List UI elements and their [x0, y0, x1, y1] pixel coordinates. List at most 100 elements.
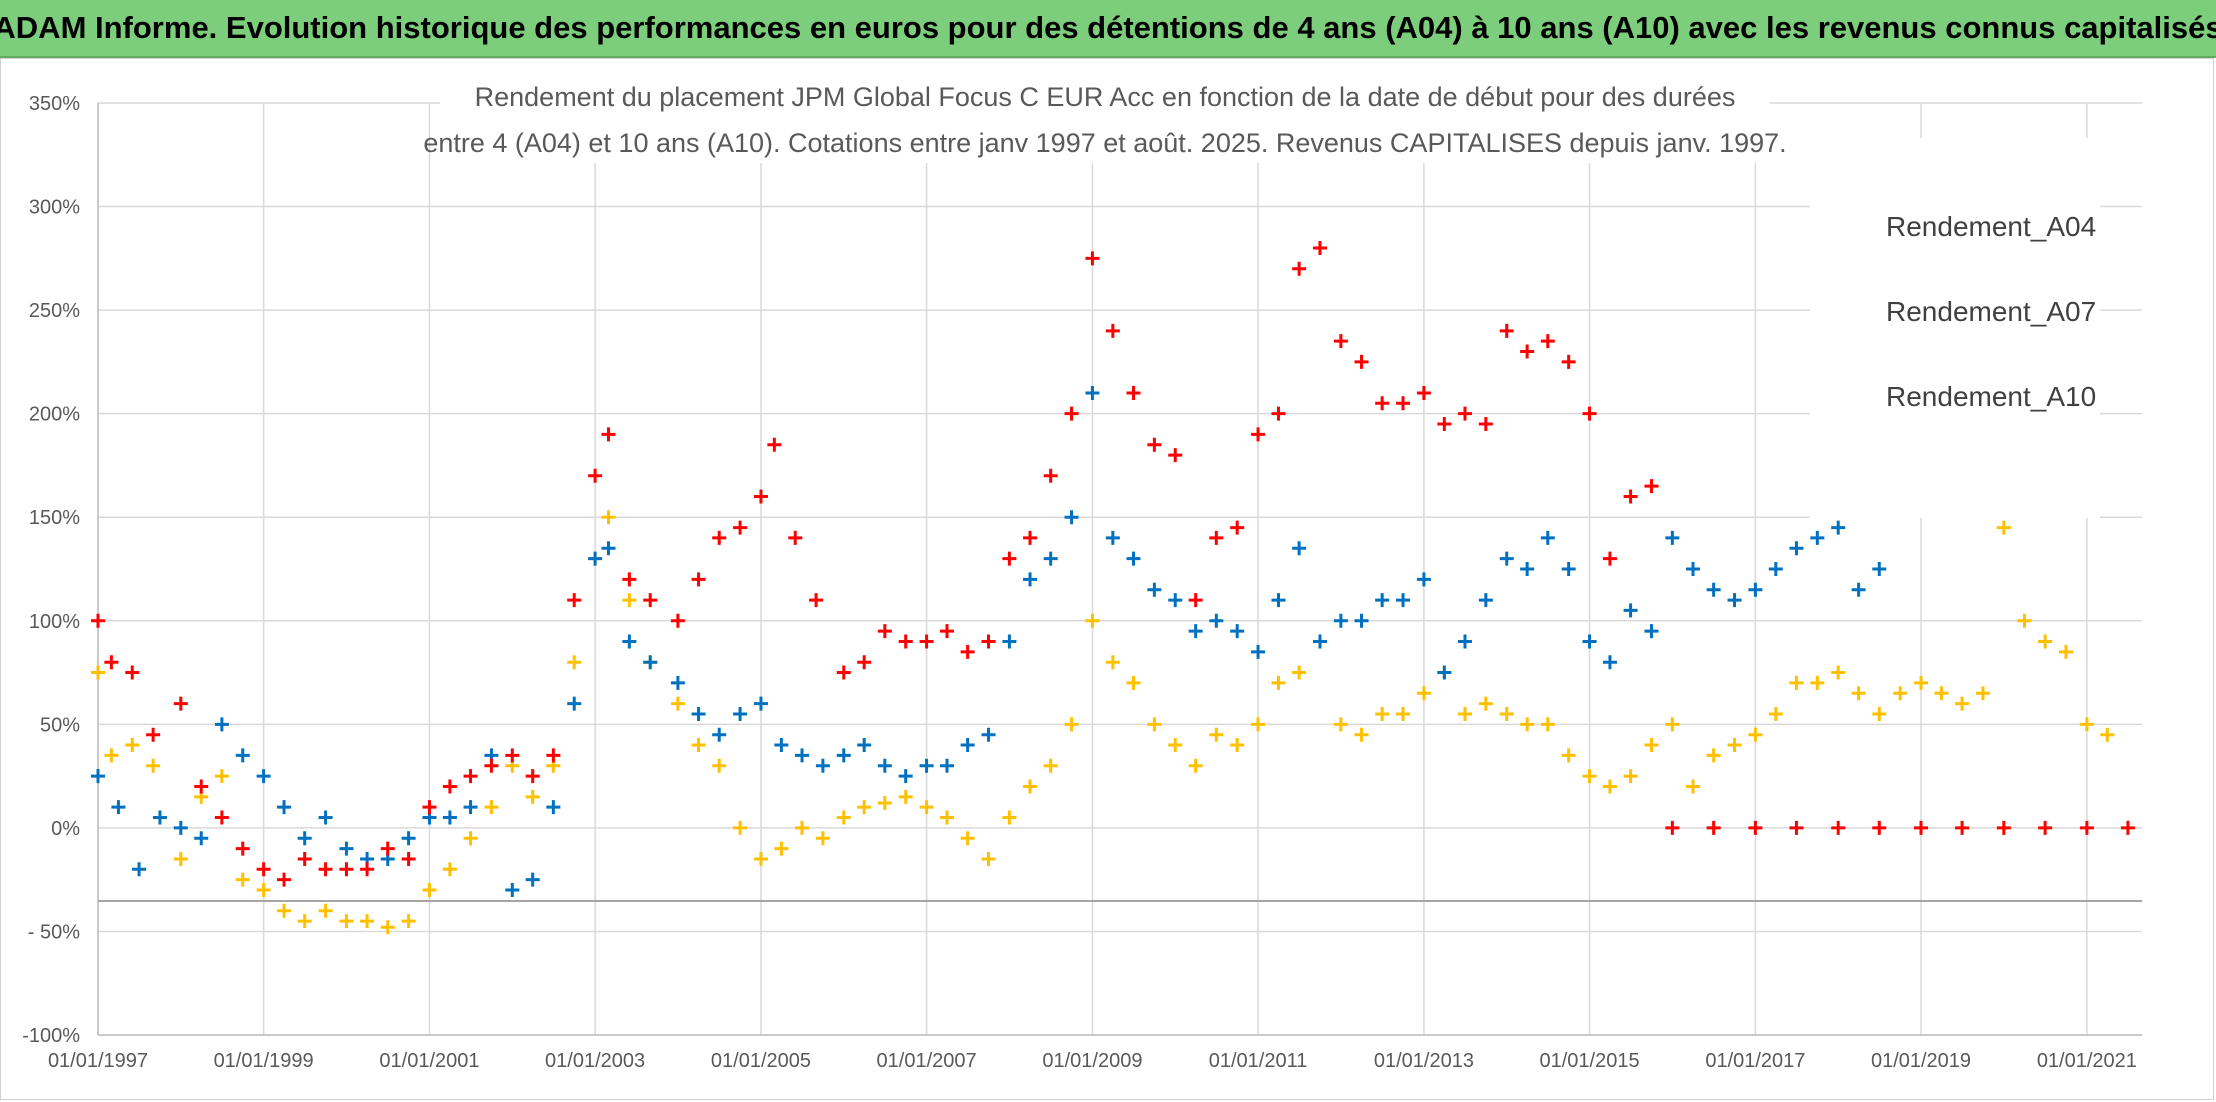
data-point-rendement-a04: [622, 593, 637, 608]
data-point-rendement-a10: [318, 862, 333, 877]
data-point-rendement-a07: [91, 769, 105, 784]
data-point-rendement-a10: [1333, 334, 1348, 349]
data-point-rendement-a07: [1810, 530, 1825, 545]
x-tick-label: 01/01/2005: [711, 1050, 811, 1072]
data-point-rendement-a07: [173, 820, 188, 835]
data-point-rendement-a07: [733, 706, 748, 721]
y-tick-label: 250%: [29, 300, 80, 322]
data-point-rendement-a10: [173, 696, 188, 711]
data-point-rendement-a04: [1085, 613, 1100, 628]
data-point-rendement-a10: [422, 800, 437, 815]
data-point-rendement-a04: [422, 883, 437, 898]
data-point-rendement-a07: [1126, 551, 1141, 566]
data-point-rendement-a07: [1396, 593, 1411, 608]
data-point-rendement-a04: [380, 920, 395, 935]
data-point-rendement-a07: [601, 541, 616, 556]
data-point-rendement-a10: [1955, 820, 1970, 835]
data-point-rendement-a10: [1251, 427, 1266, 442]
x-tick-label: 01/01/2019: [1871, 1050, 1971, 1072]
data-point-rendement-a07: [256, 769, 271, 784]
data-point-rendement-a10: [1540, 334, 1555, 349]
data-point-rendement-a04: [1375, 706, 1390, 721]
y-tick-label: 50%: [40, 714, 80, 736]
data-point-rendement-a04: [1126, 675, 1141, 690]
y-tick-label: 0%: [51, 818, 80, 840]
data-point-rendement-a10: [104, 655, 119, 670]
data-point-rendement-a04: [1623, 769, 1638, 784]
data-point-rendement-a04: [1354, 727, 1369, 742]
data-point-rendement-a07: [1333, 613, 1348, 628]
data-point-rendement-a10: [809, 593, 824, 608]
data-point-rendement-a07: [1271, 593, 1286, 608]
data-point-rendement-a07: [1872, 562, 1887, 576]
data-point-rendement-a07: [152, 810, 167, 825]
data-point-rendement-a10: [194, 779, 209, 794]
data-point-rendement-a10: [1292, 261, 1307, 276]
x-tick-label: 01/01/2015: [1539, 1050, 1639, 1072]
data-point-rendement-a04: [339, 914, 354, 929]
data-point-rendement-a07: [1789, 541, 1804, 556]
data-point-rendement-a10: [898, 634, 913, 649]
data-point-rendement-a10: [1665, 820, 1680, 835]
data-point-rendement-a04: [1914, 675, 1929, 690]
data-point-rendement-a04: [146, 758, 161, 773]
data-point-rendement-a07: [463, 800, 478, 815]
data-point-rendement-a07: [836, 748, 851, 763]
data-point-rendement-a07: [1023, 572, 1038, 587]
data-point-rendement-a04: [277, 903, 292, 918]
legend: Rendement_A04 Rendement_A07 Rendement_A10: [1810, 138, 2100, 518]
legend-label-rendement-a10: Rendement_A10: [1886, 381, 2096, 412]
data-point-rendement-a07: [1748, 582, 1763, 597]
data-point-rendement-a07: [622, 634, 637, 649]
data-point-rendement-a10: [1706, 820, 1721, 835]
y-tick-label: 350%: [29, 93, 80, 115]
data-point-rendement-a10: [919, 634, 934, 649]
data-point-rendement-a04: [1644, 738, 1659, 753]
data-point-rendement-a04: [235, 872, 250, 887]
data-point-rendement-a07: [214, 717, 229, 732]
data-point-rendement-a04: [940, 810, 955, 825]
data-point-rendement-a10: [836, 665, 851, 680]
data-point-rendement-a04: [1893, 686, 1908, 701]
data-point-rendement-a04: [795, 820, 810, 835]
data-point-rendement-a10: [1354, 354, 1369, 369]
data-point-rendement-a04: [1727, 738, 1742, 753]
data-point-rendement-a07: [1188, 624, 1203, 639]
data-point-rendement-a07: [235, 748, 250, 763]
data-point-rendement-a04: [1768, 706, 1783, 721]
data-point-rendement-a10: [214, 810, 229, 825]
data-point-rendement-a10: [463, 769, 478, 784]
data-point-rendement-a07: [960, 738, 975, 753]
chart-banner-title: ADAM Informe. Evolution historique des p…: [0, 0, 2216, 58]
data-point-rendement-a10: [691, 572, 706, 587]
data-point-rendement-a10: [1105, 323, 1120, 338]
y-tick-label: -100%: [22, 1025, 80, 1047]
data-point-rendement-a04: [1582, 769, 1597, 784]
data-point-rendement-a04: [712, 758, 727, 773]
data-point-rendement-a10: [1085, 251, 1100, 266]
data-point-rendement-a04: [960, 831, 975, 846]
data-point-rendement-a04: [2058, 644, 2073, 659]
data-point-rendement-a07: [815, 758, 830, 773]
x-tick-label: 01/01/2013: [1374, 1050, 1474, 1072]
data-point-rendement-a07: [898, 769, 913, 784]
data-point-rendement-a07: [339, 841, 354, 856]
data-point-rendement-a07: [1478, 593, 1493, 608]
data-point-rendement-a10: [1748, 820, 1763, 835]
data-point-rendement-a07: [1354, 613, 1369, 628]
y-tick-label: 200%: [29, 404, 80, 426]
data-point-rendement-a07: [1251, 644, 1266, 659]
data-point-rendement-a04: [836, 810, 851, 825]
data-point-rendement-a10: [1168, 448, 1183, 463]
data-point-rendement-a04: [1540, 717, 1555, 732]
data-point-rendement-a10: [1582, 406, 1597, 421]
data-point-rendement-a07: [877, 758, 892, 773]
data-point-rendement-a07: [1665, 530, 1680, 545]
data-point-rendement-a10: [277, 872, 292, 887]
data-point-rendement-a10: [1230, 520, 1245, 535]
data-point-rendement-a04: [2079, 717, 2094, 732]
data-point-rendement-a04: [104, 748, 119, 763]
data-point-rendement-a04: [1686, 779, 1700, 794]
data-point-rendement-a10: [360, 862, 375, 877]
chart-frame: [0, 58, 2214, 1100]
